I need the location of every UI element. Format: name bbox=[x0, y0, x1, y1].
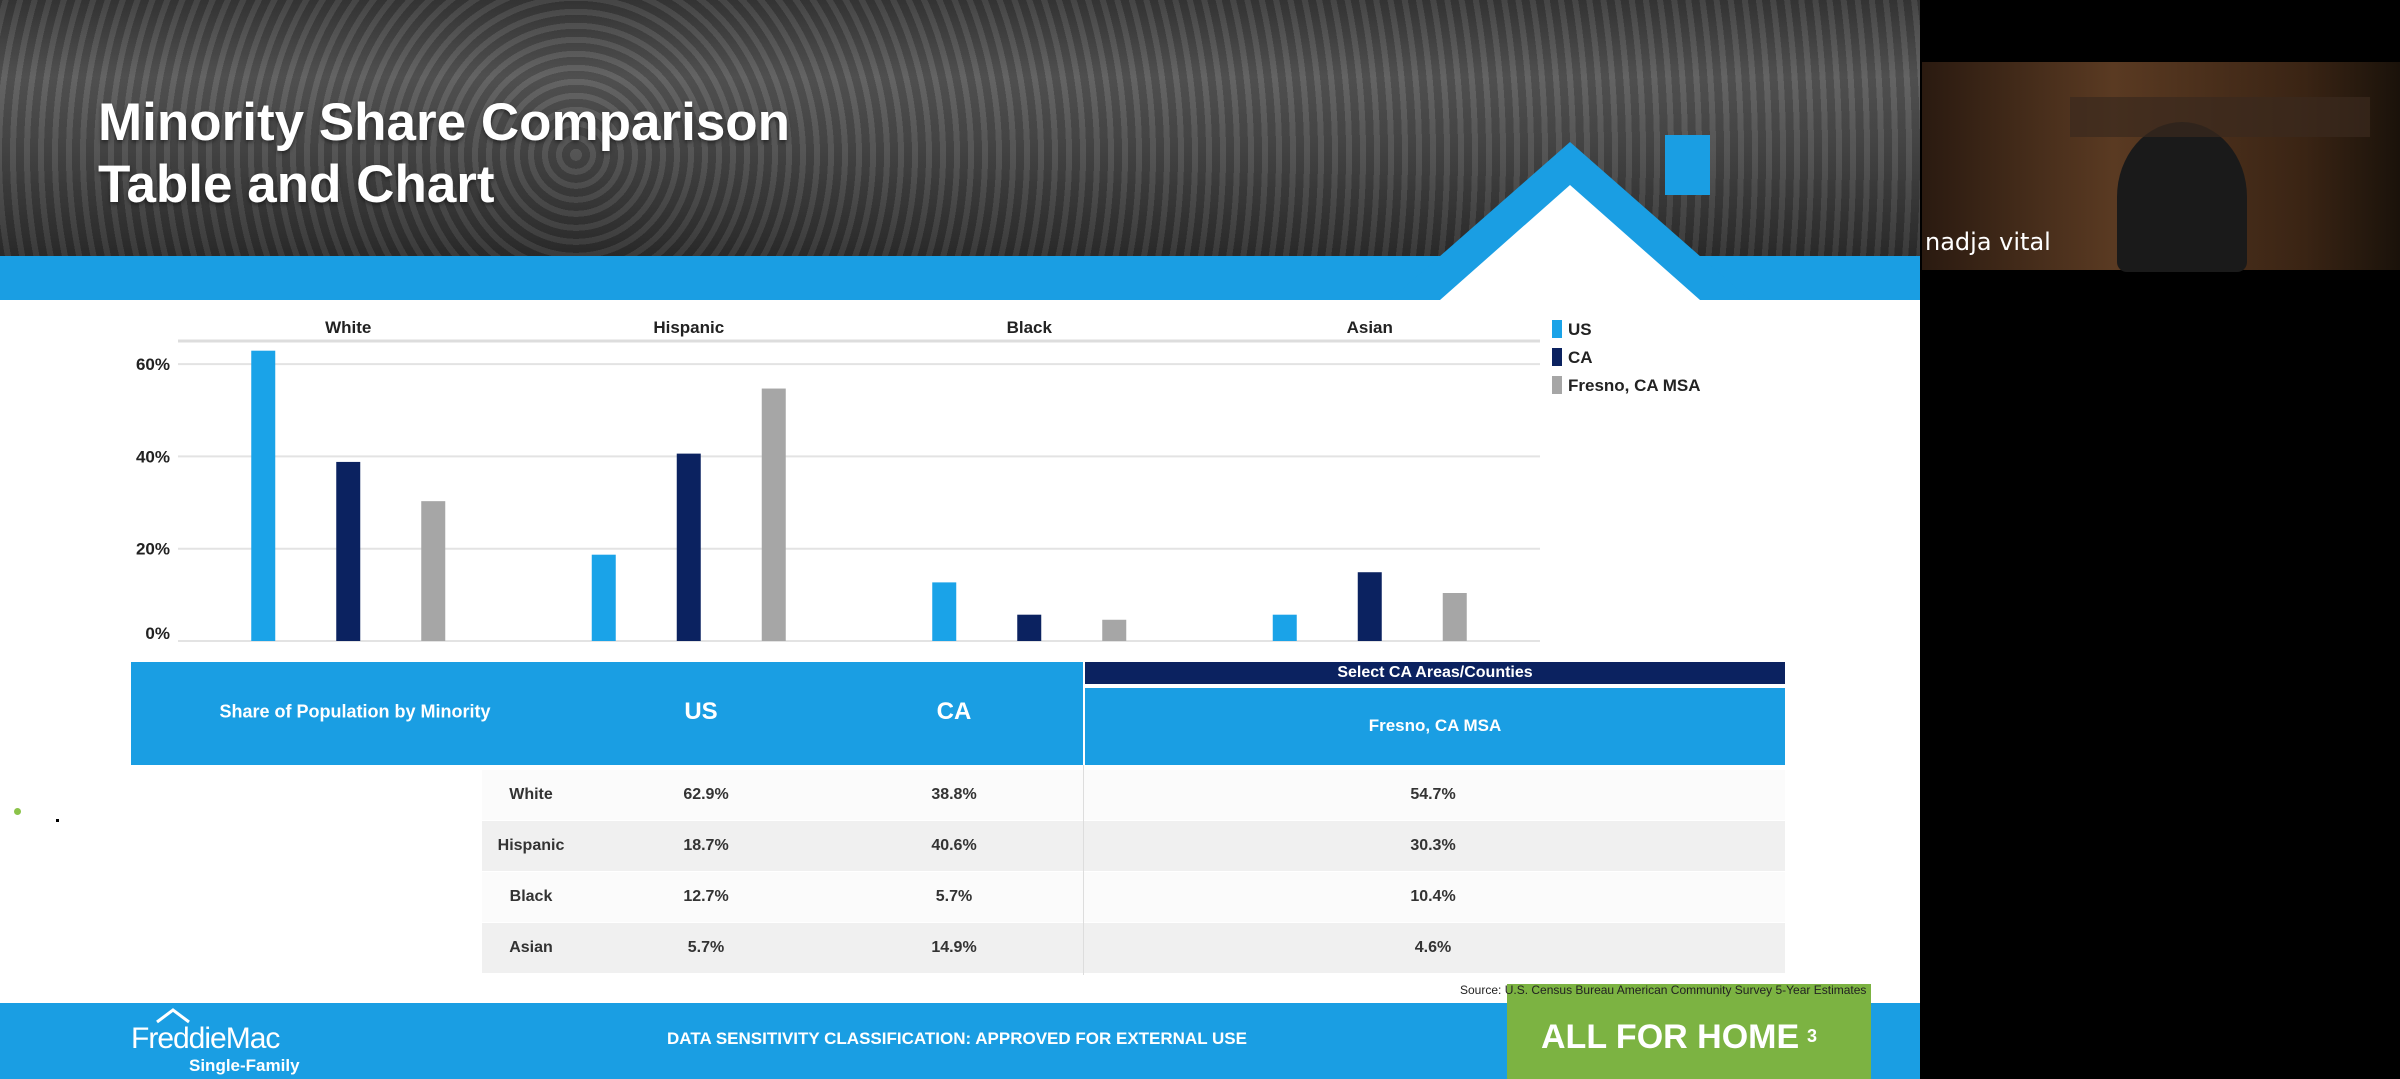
cell-us: 62.9% bbox=[683, 786, 729, 803]
tagline-box: ALL FOR HOME 3 bbox=[1507, 984, 1871, 1079]
cell-us: 5.7% bbox=[687, 939, 725, 956]
page-number: 3 bbox=[1807, 1026, 1818, 1046]
bar-fresno-ca-msa-white bbox=[421, 501, 446, 641]
classification-text: DATA SENSITIVITY CLASSIFICATION: APPROVE… bbox=[667, 1029, 1247, 1048]
cell-fresno: 30.3% bbox=[1410, 837, 1456, 854]
category-label: Asian bbox=[1347, 318, 1393, 337]
header-photo bbox=[0, 0, 1920, 258]
legend-label: US bbox=[1568, 320, 1592, 339]
legend-label: CA bbox=[1568, 348, 1593, 367]
bar-ca-asian bbox=[1357, 572, 1382, 641]
cell-us: 12.7% bbox=[683, 888, 729, 905]
bar-us-white bbox=[251, 350, 276, 641]
presentation-slide: Minority Share Comparison Table and Char… bbox=[0, 0, 1920, 1079]
bar-fresno-ca-msa-black bbox=[1102, 619, 1127, 641]
header-us: US bbox=[684, 698, 718, 725]
roof-icon bbox=[156, 1008, 190, 1024]
table-row: Hispanic 18.7% 40.6% 30.3% bbox=[482, 821, 1785, 871]
legend-swatch bbox=[1552, 348, 1562, 366]
source-label: Source: bbox=[1460, 983, 1502, 997]
cell-label: Asian bbox=[509, 939, 553, 956]
bar-ca-black bbox=[1017, 614, 1042, 641]
cell-fresno: 4.6% bbox=[1414, 939, 1452, 956]
y-tick-label: 60% bbox=[136, 355, 170, 374]
cell-label: White bbox=[509, 786, 553, 803]
bar-fresno-ca-msa-asian bbox=[1442, 593, 1467, 641]
logo-name: FreddieMac bbox=[131, 1022, 280, 1055]
legend-swatch bbox=[1552, 376, 1562, 394]
category-label: Hispanic bbox=[653, 318, 724, 337]
cell-ca: 5.7% bbox=[935, 888, 973, 905]
bullet-dot bbox=[14, 808, 21, 815]
logo-sub: Single-Family bbox=[189, 1056, 300, 1075]
cell-ca: 14.9% bbox=[931, 939, 977, 956]
cell-ca: 38.8% bbox=[931, 786, 977, 803]
source-note: Source: U.S. Census Bureau American Comm… bbox=[1460, 983, 1866, 997]
bar-us-black bbox=[932, 582, 957, 641]
y-tick-label: 20% bbox=[136, 540, 170, 559]
group-header: Select CA Areas/Counties bbox=[1085, 662, 1785, 684]
freddie-mac-logo: FreddieMac Single-Family bbox=[131, 1008, 300, 1076]
column-divider bbox=[1083, 765, 1084, 975]
group-header-label: Select CA Areas/Counties bbox=[1337, 664, 1533, 681]
participant-silhouette bbox=[2117, 122, 2247, 272]
category-label: White bbox=[325, 318, 371, 337]
tagline: ALL FOR HOME bbox=[1541, 1018, 1800, 1056]
bookshelf bbox=[2070, 97, 2370, 137]
y-tick-label: 0% bbox=[145, 624, 170, 643]
bar-chart: 0% 20% 40% 60% White Hispanic Black Asian US CA Fr… bbox=[136, 318, 1701, 643]
cell-label: Hispanic bbox=[497, 837, 565, 854]
y-tick-label: 40% bbox=[136, 447, 170, 466]
table-row: Black 12.7% 5.7% 10.4% bbox=[482, 872, 1785, 922]
dot bbox=[56, 819, 59, 822]
cell-ca: 40.6% bbox=[931, 837, 977, 854]
header-fresno: Fresno, CA MSA bbox=[1368, 716, 1502, 735]
title-line-1: Minority Share Comparison bbox=[98, 93, 791, 152]
legend-label: Fresno, CA MSA bbox=[1568, 376, 1701, 395]
bar-ca-white bbox=[336, 461, 361, 641]
table-row: White 62.9% 38.8% 54.7% bbox=[482, 770, 1785, 820]
cell-fresno: 54.7% bbox=[1410, 786, 1456, 803]
bar-fresno-ca-msa-hispanic bbox=[761, 388, 786, 641]
bar-us-asian bbox=[1272, 614, 1297, 641]
bar-ca-hispanic bbox=[676, 453, 701, 641]
cell-label: Black bbox=[509, 888, 553, 905]
header-fresno-cell: Fresno, CA MSA bbox=[1085, 688, 1785, 765]
legend-swatch bbox=[1552, 320, 1562, 338]
source-text: U.S. Census Bureau American Community Su… bbox=[1504, 983, 1867, 997]
participant-video[interactable] bbox=[1922, 62, 2400, 272]
title-line-2: Table and Chart bbox=[98, 155, 495, 214]
cell-fresno: 10.4% bbox=[1410, 888, 1456, 905]
participant-name: nadja vital bbox=[1925, 228, 2051, 256]
bar-us-hispanic bbox=[591, 554, 616, 641]
table-row: Asian 5.7% 14.9% 4.6% bbox=[482, 923, 1785, 973]
house-icon bbox=[1390, 135, 1750, 300]
slide-title: Minority Share Comparison Table and Char… bbox=[98, 92, 790, 216]
cell-us: 18.7% bbox=[683, 837, 729, 854]
table-header: Share of Population by Minority US CA bbox=[131, 662, 1083, 765]
header-share-label: Share of Population by Minority bbox=[219, 701, 491, 722]
header-ca: CA bbox=[936, 698, 972, 725]
category-label: Black bbox=[1007, 318, 1053, 337]
